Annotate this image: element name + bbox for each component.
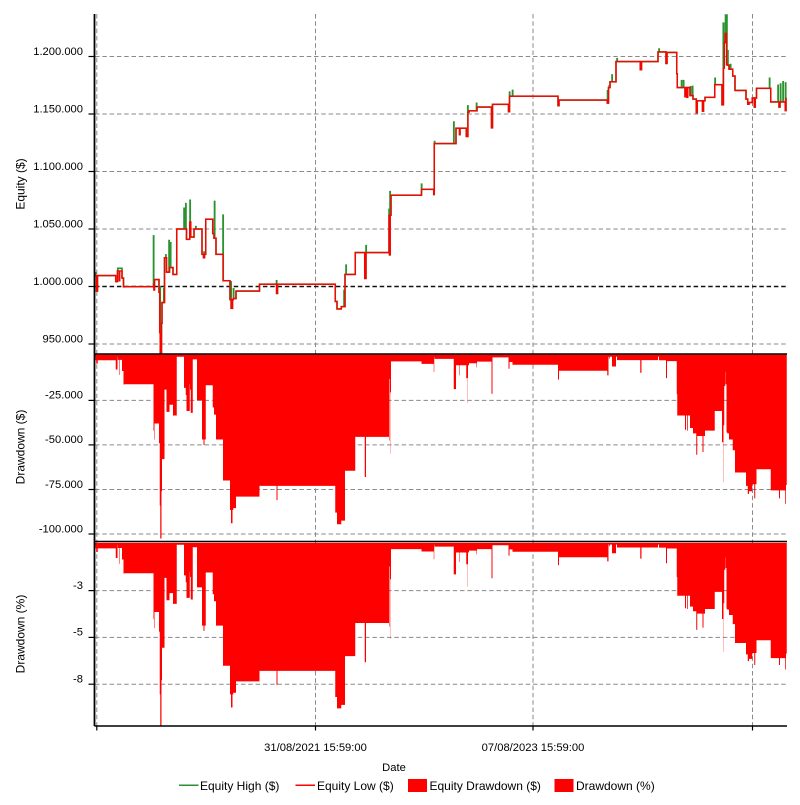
svg-text:-100.000: -100.000 xyxy=(39,523,83,535)
svg-text:-75.000: -75.000 xyxy=(45,479,83,491)
svg-text:Equity High ($): Equity High ($) xyxy=(200,779,279,793)
svg-text:1.100.000: 1.100.000 xyxy=(33,161,83,173)
svg-text:Equity ($): Equity ($) xyxy=(14,158,28,209)
svg-text:Equity Low ($): Equity Low ($) xyxy=(317,779,394,793)
svg-text:950.000: 950.000 xyxy=(43,333,83,345)
svg-text:Drawdown (%): Drawdown (%) xyxy=(14,595,28,674)
svg-text:31/08/2021 15:59:00: 31/08/2021 15:59:00 xyxy=(264,742,367,754)
svg-text:Drawdown (%): Drawdown (%) xyxy=(576,779,655,793)
svg-text:-5: -5 xyxy=(73,627,83,639)
svg-text:-8: -8 xyxy=(73,674,83,686)
svg-text:-3: -3 xyxy=(73,580,83,592)
svg-text:-50.000: -50.000 xyxy=(45,434,83,446)
svg-text:Date: Date xyxy=(382,762,406,774)
svg-text:1.150.000: 1.150.000 xyxy=(33,103,83,115)
svg-text:1.200.000: 1.200.000 xyxy=(33,46,83,58)
svg-text:Equity Drawdown ($): Equity Drawdown ($) xyxy=(430,779,541,793)
svg-text:1.050.000: 1.050.000 xyxy=(33,218,83,230)
svg-text:-25.000: -25.000 xyxy=(45,390,83,402)
svg-text:07/08/2023 15:59:00: 07/08/2023 15:59:00 xyxy=(482,742,585,754)
svg-text:Drawdown ($): Drawdown ($) xyxy=(14,410,28,485)
svg-text:1.000.000: 1.000.000 xyxy=(33,276,83,288)
